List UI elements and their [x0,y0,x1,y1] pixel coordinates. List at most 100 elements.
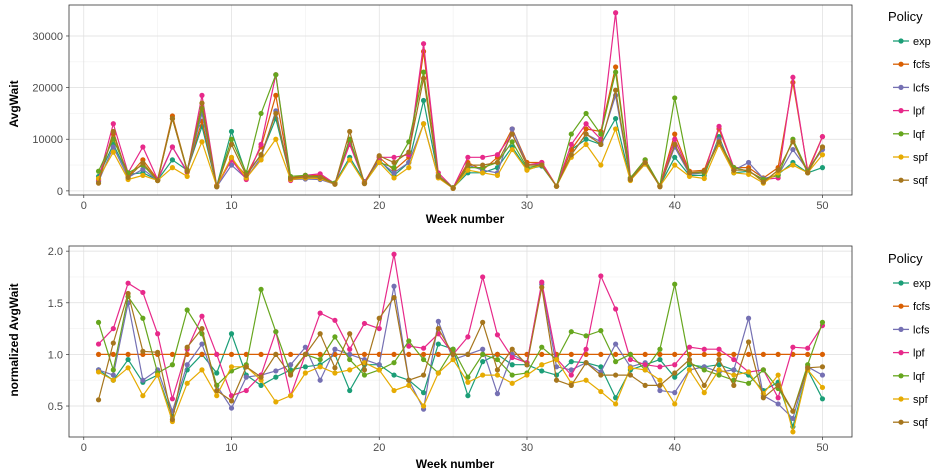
panel1-point-sqf [672,141,678,148]
panel2-point-lpf [140,289,146,296]
panel2-point-lpf [642,362,648,368]
panel2-point-lpf [317,310,323,316]
panel2-point-exp [273,374,279,380]
avgwait-panel: AvgWait Week number 0 10 20 30 40 50 0 10000 200… [7,4,853,226]
panel2-point-sqf [672,370,678,376]
panel2-point-exp [568,359,574,365]
panel1-point-sqf [391,159,397,166]
panel1-x-axis-label: Week number [426,212,505,226]
panel2-point-spf [731,372,737,378]
panel2-point-lpf [583,346,589,352]
panel1-point-sqf [273,110,279,117]
panel2-point-fcfs [745,351,752,358]
legend-label-fcfs: fcfs [913,59,931,71]
panel2-x-tick-label: 50 [816,442,828,454]
panel2-point-lcfs [435,318,441,324]
panel2-point-sqf [819,364,826,370]
panel2-point-sqf [657,382,663,388]
panel2-point-exp [347,387,353,394]
panel2-point-fcfs [598,351,604,358]
panel2-point-lcfs [391,283,397,289]
panel2-series-line-lqf [97,284,824,413]
panel1-point-spf [701,175,707,182]
panel2-point-sqf [317,331,323,337]
panel2-point-lcfs [302,344,308,350]
panel2-point-lpf [110,325,116,332]
panel1-point-spf [524,167,530,173]
legend-key-point-lpf [898,350,904,356]
panel1-point-sqf [228,141,235,148]
panel1-point-lcfs [391,170,397,176]
panel1-point-sqf [731,167,737,173]
panel2-point-lqf [745,380,752,386]
panel1-point-exp [420,97,427,104]
legend-label-sqf: sqf [913,175,929,187]
panel2-point-fcfs [258,351,264,358]
panel2-point-spf [686,367,693,373]
panel2-point-fcfs [819,351,826,358]
panel2-point-lqf [406,338,412,344]
panel1-point-sqf [553,183,560,189]
panel2-point-sqf [450,351,456,358]
panel1-point-lqf [420,69,427,75]
panel1-point-lqf [613,69,619,75]
panel2-point-sqf [465,351,471,358]
panel1-point-sqf [169,115,176,122]
panel2-point-spf [140,393,146,399]
panel2-point-sqf [273,351,279,358]
panel2-point-sqf [288,372,294,378]
panel1-y-tick-label: 30000 [32,31,63,43]
panel2-point-lpf [347,346,353,352]
panel1-point-spf [583,141,589,148]
panel1-point-lcfs [745,159,752,166]
panel2-point-lcfs [790,415,796,422]
panel2-point-fcfs [494,351,501,358]
panel1-point-lpf [110,121,116,127]
panel2-point-sqf [686,356,693,363]
panel2-y-tick-label: 1.5 [48,298,63,310]
panel1-point-exp [613,115,619,122]
panel1-point-spf [184,173,190,180]
panel2-x-tick-label: 20 [373,442,385,454]
panel2-point-lcfs [317,377,323,383]
legend-label-lcfs: lcfs [913,324,930,336]
panel2-point-lqf [760,367,766,373]
normalized-avgwait-panel: normalized AvgWait Week number 0 10 20 30 40… [7,245,853,471]
panel1-point-lqf [228,136,235,142]
panel1-point-spf [790,162,796,168]
panel2-point-sqf [701,382,707,388]
panel2-point-lpf [716,346,722,352]
panel2-point-lpf [125,280,131,286]
panel1-point-exp [819,165,826,171]
panel2-point-lpf [613,306,619,312]
panel1-point-lpf [199,92,205,98]
panel1-point-sqf [465,162,471,168]
panel2-point-spf [391,387,397,394]
panel2-point-lcfs [288,362,294,368]
panel2-x-tick-label: 40 [669,442,681,454]
panel1-point-sqf [243,172,249,178]
panel2-point-spf [317,364,323,370]
panel2-point-spf [450,356,456,363]
panel2-point-fcfs [701,351,707,358]
panel1-point-lqf [598,131,604,137]
panel2-point-lqf [598,328,604,334]
legend-key-point-spf [898,396,904,402]
legend-key-point-lqf [898,373,904,379]
panel2-point-lpf [480,274,486,280]
panel1-point-lqf [258,110,264,117]
panel2-point-sqf [494,367,501,373]
panel1-point-lpf [258,141,264,148]
panel2-point-exp [598,364,604,370]
panel2-point-sqf [391,295,397,301]
panel2-point-sqf [642,382,648,388]
panel2-point-exp [302,364,308,370]
panel1-point-spf [273,136,279,142]
panel2-point-lqf [317,356,323,363]
panel2-point-lcfs [480,346,486,352]
panel2-point-lqf [450,346,456,352]
panel2-point-spf [509,380,515,386]
panel1-point-spf [819,152,826,158]
panel2-y-tick-label: 0.5 [48,401,63,413]
panel2-point-lcfs [568,367,574,373]
